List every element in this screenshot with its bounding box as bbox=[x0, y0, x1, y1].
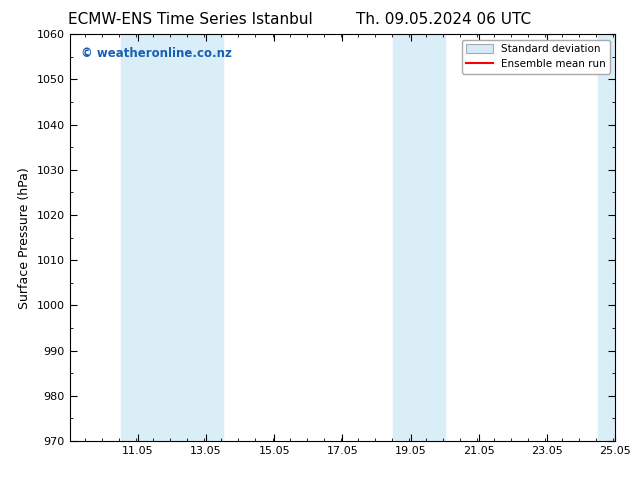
Bar bbox=[172, 34, 223, 441]
Bar bbox=[155, 34, 172, 441]
Bar bbox=[121, 34, 155, 441]
Bar bbox=[394, 34, 411, 441]
Text: Th. 09.05.2024 06 UTC: Th. 09.05.2024 06 UTC bbox=[356, 12, 531, 27]
Legend: Standard deviation, Ensemble mean run: Standard deviation, Ensemble mean run bbox=[462, 40, 610, 74]
Bar bbox=[411, 34, 444, 441]
Y-axis label: Surface Pressure (hPa): Surface Pressure (hPa) bbox=[18, 167, 31, 309]
Text: © weatheronline.co.nz: © weatheronline.co.nz bbox=[81, 47, 231, 59]
Text: ECMW-ENS Time Series Istanbul: ECMW-ENS Time Series Istanbul bbox=[68, 12, 313, 27]
Bar bbox=[598, 34, 615, 441]
